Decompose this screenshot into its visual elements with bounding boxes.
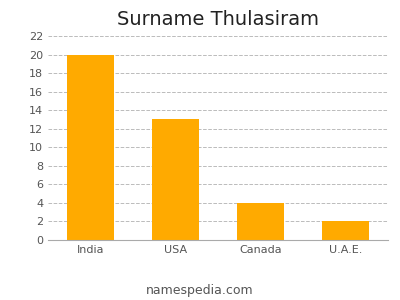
- Title: Surname Thulasiram: Surname Thulasiram: [117, 10, 319, 29]
- Bar: [152, 119, 199, 240]
- Bar: [67, 55, 114, 240]
- Bar: [237, 203, 284, 240]
- Bar: [322, 221, 369, 240]
- Text: namespedia.com: namespedia.com: [146, 284, 254, 297]
